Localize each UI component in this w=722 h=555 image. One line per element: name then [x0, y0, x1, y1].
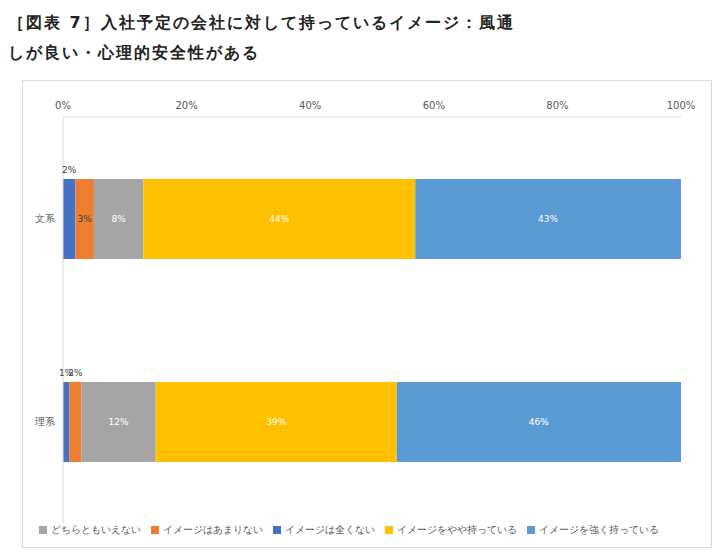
html-text:どちらともいえない: どちらともいえない: [51, 524, 141, 535]
html-text:イメージは全くない: イメージは全くない: [285, 524, 375, 535]
svg-text:40%: 40%: [299, 100, 321, 111]
svg-text:80%: 80%: [546, 100, 568, 111]
svg-text:46%: 46%: [529, 417, 549, 427]
html-text:イメージを強く持っている: イメージを強く持っている: [539, 524, 659, 535]
svg-text:60%: 60%: [423, 100, 445, 111]
svg-text:20%: 20%: [175, 100, 197, 111]
html-text:イメージはあまりない: イメージはあまりない: [163, 524, 263, 535]
svg-text:文系: 文系: [35, 213, 55, 224]
svg-text:2%: 2%: [62, 165, 77, 175]
html-text:イメージをやや持っている: イメージをやや持っている: [397, 524, 517, 535]
svg-text:3%: 3%: [77, 214, 92, 224]
svg-text:39%: 39%: [266, 417, 286, 427]
svg-text:0%: 0%: [55, 100, 71, 111]
svg-text:8%: 8%: [111, 214, 126, 224]
svg-text:44%: 44%: [269, 214, 289, 224]
svg-text:12%: 12%: [109, 417, 129, 427]
svg-text:2%: 2%: [68, 368, 83, 378]
svg-text:43%: 43%: [538, 214, 558, 224]
html-text:［図表 7］入社予定の会社に対して持っているイメージ：風通し: ［図表 7］入社予定の会社に対して持っているイメージ：風通しが良い・心理的安全性…: [8, 13, 515, 62]
svg-text:理系: 理系: [35, 416, 55, 427]
svg-text:1%: 1%: [58, 368, 74, 378]
svg-text:100%: 100%: [667, 100, 696, 111]
